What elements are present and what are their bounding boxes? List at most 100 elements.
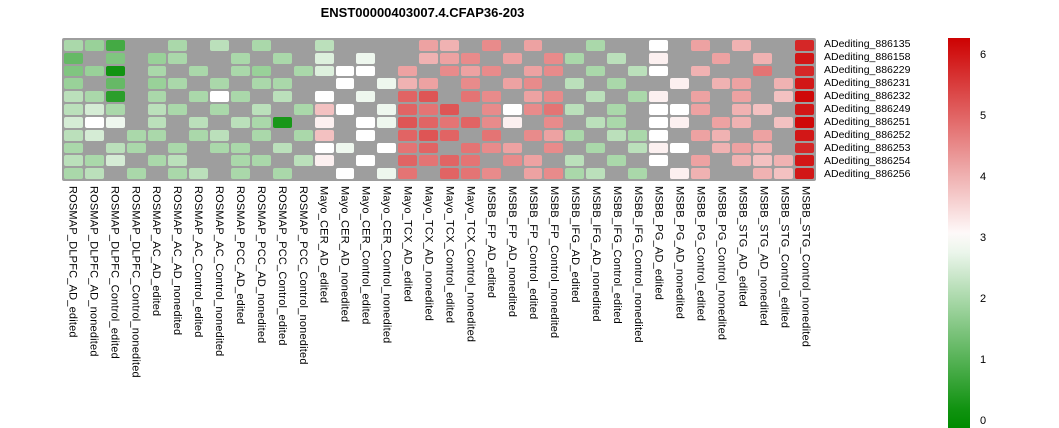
heatmap-cell xyxy=(335,78,355,90)
column-label: Mayo_TCX_AD_nonedited xyxy=(422,186,435,322)
heatmap-cell xyxy=(648,168,668,179)
heatmap-cell xyxy=(272,104,292,115)
heatmap-cell xyxy=(774,116,794,128)
heatmap-cell xyxy=(607,104,626,115)
heatmap-cell xyxy=(711,168,731,179)
heatmap-cell xyxy=(126,104,146,115)
heatmap-cell xyxy=(314,129,334,141)
heatmap-cell xyxy=(753,65,773,77)
heatmap-cell xyxy=(690,40,710,51)
heatmap-cell xyxy=(252,52,271,64)
heatmap-cell xyxy=(64,142,83,154)
legend-tick-label: 3 xyxy=(980,232,987,244)
heatmap-cell xyxy=(168,142,188,154)
heatmap-cell xyxy=(440,65,459,77)
heatmap-cell xyxy=(565,168,585,179)
heatmap-cell xyxy=(377,91,397,103)
heatmap-cell xyxy=(607,116,626,128)
heatmap-cell xyxy=(460,168,480,179)
heatmap-cell xyxy=(272,78,292,90)
column-label: ROSMAP_PCC_AD_nonedited xyxy=(254,186,267,344)
heatmap-cell xyxy=(565,52,585,64)
heatmap-cell xyxy=(732,168,752,179)
heatmap-cell xyxy=(398,104,418,115)
heatmap-cell xyxy=(272,91,292,103)
heatmap-cell xyxy=(272,129,292,141)
heatmap-cell xyxy=(356,91,376,103)
heatmap-cell xyxy=(753,52,773,64)
heatmap-cell xyxy=(126,155,146,167)
heatmap-cell xyxy=(628,40,647,51)
heatmap-cell xyxy=(314,52,334,64)
heatmap-cell xyxy=(565,78,585,90)
heatmap-cell xyxy=(669,104,689,115)
heatmap-cell xyxy=(544,129,564,141)
heatmap-cell xyxy=(544,168,564,179)
heatmap-cell xyxy=(84,52,104,64)
heatmap-cell xyxy=(64,116,83,128)
heatmap-cell xyxy=(335,40,355,51)
heatmap-cell xyxy=(168,104,188,115)
column-label: ROSMAP_AC_AD_edited xyxy=(150,186,163,317)
heatmap-cell xyxy=(460,129,480,141)
heatmap-cell xyxy=(231,40,250,51)
column-label: MSBB_STG_AD_nonedited xyxy=(757,186,770,326)
heatmap-cell xyxy=(314,91,334,103)
heatmap-cell xyxy=(774,129,794,141)
heatmap-cell xyxy=(105,129,125,141)
heatmap-cell xyxy=(314,65,334,77)
heatmap-cell xyxy=(460,40,480,51)
heatmap-cell xyxy=(774,65,794,77)
heatmap-cell xyxy=(147,116,167,128)
legend-tick-label: 1 xyxy=(980,354,987,366)
heatmap-cell xyxy=(105,40,125,51)
heatmap-cell xyxy=(168,65,188,77)
heatmap-cell xyxy=(628,104,647,115)
heatmap-cell xyxy=(481,155,501,167)
heatmap-cell xyxy=(481,91,501,103)
heatmap-cell xyxy=(481,104,501,115)
heatmap-cell xyxy=(147,142,167,154)
heatmap-cell xyxy=(147,91,167,103)
heatmap-cell xyxy=(607,155,626,167)
heatmap-cell xyxy=(523,155,543,167)
heatmap-cell xyxy=(210,91,230,103)
column-label: ROSMAP_AC_Control_edited xyxy=(192,186,205,338)
heatmap-cell xyxy=(84,40,104,51)
heatmap-cell xyxy=(795,91,814,103)
heatmap-cell xyxy=(669,40,689,51)
heatmap-cell xyxy=(440,129,459,141)
heatmap-cell xyxy=(272,155,292,167)
legend-tick-label: 2 xyxy=(980,293,987,305)
heatmap-cell xyxy=(105,155,125,167)
heatmap-cell xyxy=(523,116,543,128)
column-label: MSBB_STG_Control_edited xyxy=(778,186,791,329)
heatmap-cell xyxy=(502,104,522,115)
heatmap-cell xyxy=(84,91,104,103)
heatmap-cell xyxy=(440,142,459,154)
heatmap-cell xyxy=(502,129,522,141)
heatmap-cell xyxy=(502,168,522,179)
heatmap-cell xyxy=(231,168,250,179)
heatmap-cell xyxy=(795,65,814,77)
row-label: ADediting_886232 xyxy=(824,90,911,102)
heatmap-cell xyxy=(628,142,647,154)
heatmap-cell xyxy=(460,65,480,77)
heatmap-cell xyxy=(440,168,459,179)
heatmap-cell xyxy=(210,104,230,115)
heatmap-cell xyxy=(356,65,376,77)
heatmap-cell xyxy=(377,78,397,90)
heatmap-cell xyxy=(189,116,209,128)
heatmap-cell xyxy=(711,129,731,141)
heatmap-cell xyxy=(64,65,83,77)
heatmap-cell xyxy=(335,155,355,167)
heatmap-cell xyxy=(544,52,564,64)
heatmap-cell xyxy=(335,129,355,141)
column-label: MSBB_IFG_Control_nonedited xyxy=(631,186,644,343)
heatmap-cell xyxy=(126,65,146,77)
heatmap-cell xyxy=(544,104,564,115)
heatmap-cell xyxy=(586,142,606,154)
heatmap-cell xyxy=(774,52,794,64)
heatmap-cell xyxy=(440,78,459,90)
heatmap-cell xyxy=(481,78,501,90)
